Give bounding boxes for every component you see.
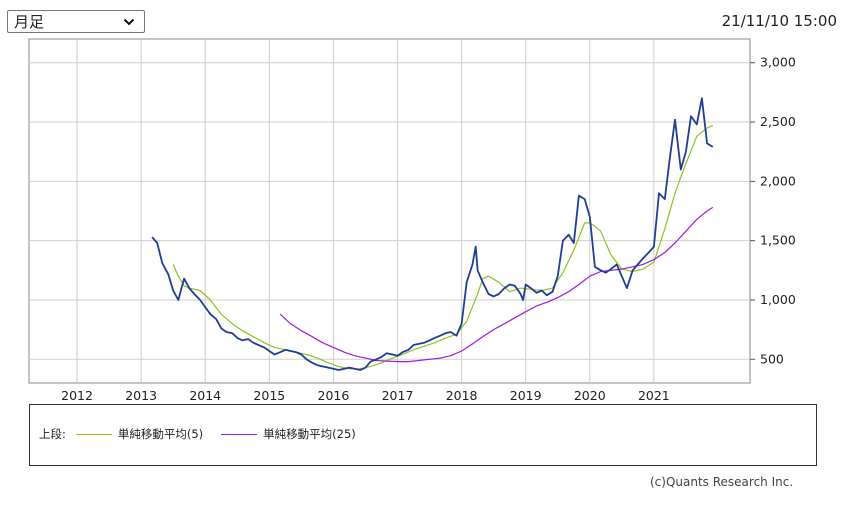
y-tick-label: 2,500	[760, 114, 796, 129]
plot-area	[28, 38, 751, 384]
y-tick-label: 1,000	[760, 292, 796, 307]
x-tick-label: 2012	[61, 388, 93, 403]
legend-item-sma5: 単純移動平均(5)	[72, 426, 203, 442]
x-tick-label: 2021	[638, 388, 670, 403]
y-tick-label: 1,500	[760, 233, 796, 248]
x-tick-label: 2013	[125, 388, 157, 403]
legend-item-sma25: 単純移動平均(25)	[217, 426, 356, 442]
x-tick-label: 2015	[253, 388, 285, 403]
legend-label-sma5: 単純移動平均(5)	[117, 427, 204, 441]
price-chart: 2012 2013 2014 2015 2016 2017 2018 2019 2020 2021…	[28, 38, 796, 403]
legend-row: 上段: 単純移動平均(5) 単純移動平均(25)	[39, 426, 370, 442]
x-tick-label: 2019	[510, 388, 542, 403]
x-tick-label: 2017	[382, 388, 414, 403]
copyright-credit: (c)Quants Research Inc.	[650, 475, 794, 489]
legend-swatch-sma25	[221, 433, 258, 435]
legend-box: 上段: 単純移動平均(5) 単純移動平均(25)	[29, 404, 817, 466]
x-tick-label: 2020	[574, 388, 606, 403]
sma5-line	[172, 125, 714, 370]
x-tick-label: 2016	[318, 388, 350, 403]
timestamp: 21/11/10 15:00	[721, 12, 837, 30]
chevron-down-icon	[123, 18, 135, 25]
period-select[interactable]: 月足	[7, 10, 145, 33]
price-line	[151, 97, 714, 371]
legend-label-sma25: 単純移動平均(25)	[263, 427, 356, 441]
y-tick-label: 3,000	[760, 55, 796, 70]
y-tick-label: 2,000	[760, 173, 796, 188]
period-select-value: 月足	[14, 13, 45, 31]
sma25-line	[279, 206, 714, 363]
legend-swatch-sma5	[75, 433, 112, 435]
y-tick-label: 500	[760, 351, 784, 366]
x-tick-label: 2018	[446, 388, 478, 403]
x-tick-label: 2014	[189, 388, 221, 403]
legend-prefix: 上段:	[39, 427, 66, 441]
